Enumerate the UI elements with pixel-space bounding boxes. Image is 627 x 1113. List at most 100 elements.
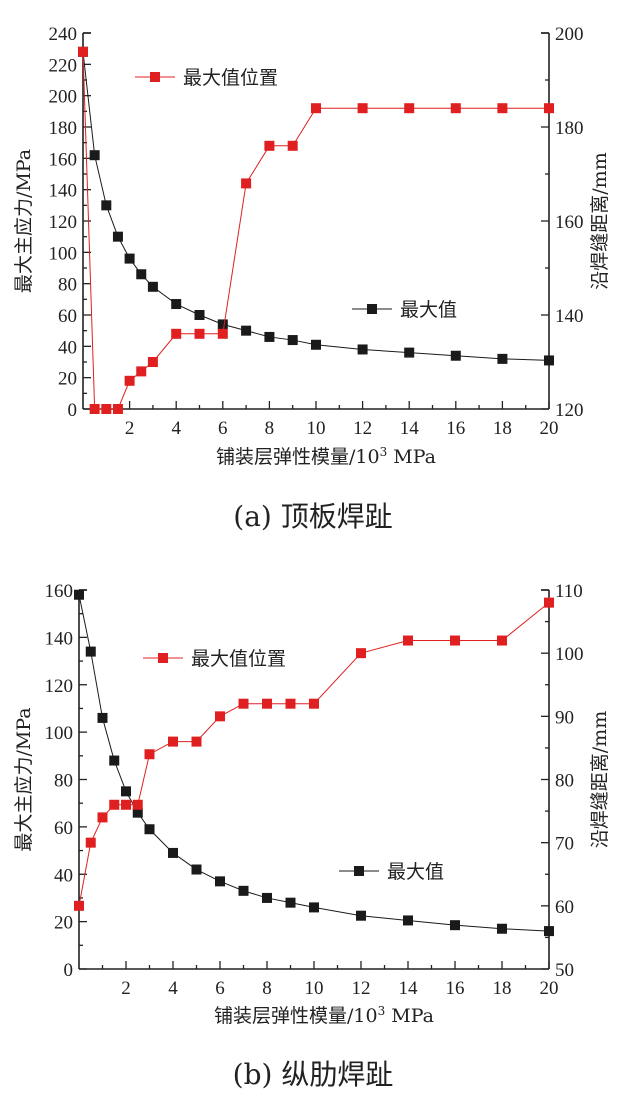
max-value-marker <box>147 281 158 292</box>
y-right-tick-label: 160 <box>555 212 584 233</box>
y-right-tick-label: 140 <box>555 306 584 327</box>
max-value-marker <box>215 876 225 887</box>
y-right-tick-label: 110 <box>555 581 583 602</box>
max-value-marker <box>168 847 178 858</box>
max-position-marker <box>85 837 96 848</box>
max-value-line <box>82 51 550 361</box>
max-value-marker <box>217 319 228 330</box>
y-left-tick-label: 60 <box>54 818 73 839</box>
max-value-marker <box>132 807 143 818</box>
max-value-marker <box>285 897 296 908</box>
max-position-marker <box>89 404 100 414</box>
y-left-tick-label: 20 <box>54 913 73 934</box>
max-value-marker <box>136 269 147 280</box>
y-right-tick-label: 60 <box>555 897 574 918</box>
max-value-marker <box>403 915 413 926</box>
max-value-marker <box>124 253 135 264</box>
y-left-tick-label: 80 <box>58 275 77 296</box>
max-position-marker <box>238 698 249 709</box>
x-tick-label: 6 <box>215 978 225 999</box>
max-value-marker <box>356 910 366 921</box>
y-left-tick-label: 80 <box>54 771 73 792</box>
y-left-tick-label: 40 <box>58 337 77 358</box>
max-position-marker <box>450 635 460 646</box>
x-tick-label: 10 <box>307 418 326 439</box>
y-left-tick-label: 140 <box>49 181 78 202</box>
max-value-marker <box>112 231 123 242</box>
y-left-tick-label: 20 <box>58 369 77 390</box>
max-value-marker <box>544 355 554 366</box>
y-left-tick-label: 200 <box>49 87 78 108</box>
x-tick-label: 10 <box>305 978 324 999</box>
max-position-marker <box>112 404 123 414</box>
y-left-tick-label: 160 <box>49 149 78 170</box>
x-tick-label: 4 <box>171 418 181 439</box>
max-position-marker <box>404 103 415 114</box>
y-left-tick-label: 120 <box>49 212 78 233</box>
legend-label: 最大值 <box>387 861 444 883</box>
max-position-marker <box>136 366 147 377</box>
y-right-tick-label: 180 <box>555 118 584 139</box>
max-position-marker <box>132 799 143 810</box>
legend-max-value: 最大值 <box>339 861 444 883</box>
legend-marker <box>367 304 377 314</box>
max-value-marker <box>194 310 205 320</box>
x-tick-label: 12 <box>353 418 372 439</box>
max-position-marker <box>241 178 252 189</box>
chart-panel-a: 2 4 6 8 10 12 14 16 18 20020406080100120140160180… <box>13 24 611 533</box>
y-left-axis-title: 最大主应力/MPa <box>13 149 35 293</box>
y-left-tick-label: 60 <box>58 306 77 327</box>
x-tick-label: 20 <box>540 978 559 999</box>
x-tick-label: 18 <box>493 978 512 999</box>
max-position-marker <box>403 635 413 646</box>
panel-caption: (a) 顶板焊趾 <box>233 500 392 533</box>
max-value-marker <box>241 325 252 336</box>
x-tick-label: 20 <box>540 418 559 439</box>
x-tick-label: 2 <box>125 418 135 439</box>
max-position-marker <box>194 328 205 339</box>
max-position-marker <box>497 635 507 646</box>
max-position-marker <box>497 103 508 114</box>
max-position-marker <box>171 328 182 339</box>
max-position-marker <box>74 900 84 911</box>
legend-label: 最大值位置 <box>183 67 278 89</box>
max-value-marker <box>89 150 100 161</box>
max-position-marker <box>544 597 554 608</box>
legend-marker <box>158 653 168 663</box>
max-value-marker <box>191 864 202 875</box>
x-axis-title: 铺装层弹性模量/103 MPa <box>214 1004 434 1027</box>
max-value-marker <box>85 646 96 657</box>
max-value-marker <box>238 885 249 896</box>
y-right-tick-label: 90 <box>555 707 574 728</box>
y-left-tick-label: 100 <box>45 723 74 744</box>
legend-label: 最大值 <box>400 299 457 321</box>
chart-panel-b: 2 4 6 8 10 12 14 16 18 20 0 20 40 60 80 100 120 140 160 50 6… <box>13 581 611 1091</box>
y-left-tick-label: 0 <box>64 960 74 981</box>
x-tick-label: 8 <box>265 418 275 439</box>
max-position-marker <box>101 404 112 414</box>
max-value-marker <box>101 200 112 211</box>
y-right-tick-label: 70 <box>555 834 574 855</box>
y-right-tick-label: 200 <box>555 24 584 45</box>
max-value-marker <box>109 755 120 766</box>
max-position-marker <box>287 140 298 151</box>
y-left-tick-label: 180 <box>49 118 78 139</box>
y-left-tick-label: 160 <box>45 581 74 602</box>
max-position-marker <box>262 698 272 709</box>
y-left-tick-label: 140 <box>45 628 74 649</box>
max-value-marker <box>357 344 368 355</box>
max-value-marker <box>97 712 108 723</box>
max-position-marker <box>357 103 368 114</box>
y-left-tick-label: 220 <box>49 55 78 76</box>
max-value-marker <box>144 824 155 835</box>
max-value-marker <box>121 786 131 797</box>
max-value-marker <box>404 347 415 358</box>
max-value-marker <box>450 350 461 361</box>
y-right-tick-label: 120 <box>555 400 584 421</box>
legend-marker <box>150 72 160 82</box>
legend-max-position: 最大值位置 <box>135 67 278 89</box>
x-tick-label: 14 <box>400 418 420 439</box>
max-value-marker <box>450 920 460 931</box>
max-value-marker <box>74 589 84 600</box>
